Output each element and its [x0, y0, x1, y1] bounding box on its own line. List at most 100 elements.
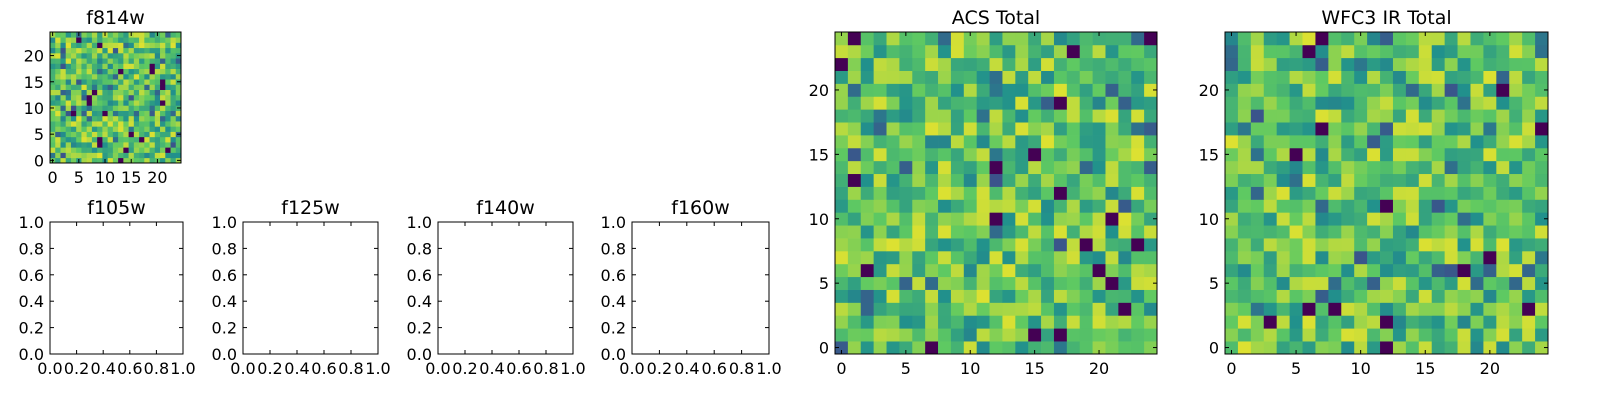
heatmap-cell [1354, 341, 1368, 355]
heatmap-cell [886, 57, 900, 71]
heatmap-cell [1483, 212, 1497, 226]
heatmap-cell [81, 152, 88, 159]
heatmap-cell [1225, 302, 1239, 316]
heatmap-cell [1131, 212, 1145, 226]
heatmap-cell [1302, 160, 1316, 175]
heatmap-cell [1276, 225, 1290, 239]
heatmap-cell [154, 47, 161, 54]
heatmap-cell [1053, 122, 1068, 136]
heatmap-cell [925, 315, 939, 329]
heatmap-cell [1496, 83, 1510, 97]
heatmap-cell [1118, 328, 1132, 342]
heatmap-cell [1341, 186, 1355, 200]
heatmap-cell [1354, 96, 1368, 110]
heatmap-cell [1015, 238, 1029, 252]
heatmap-cell [160, 136, 166, 143]
heatmap-cell [149, 131, 156, 138]
heatmap-cell [1354, 186, 1368, 200]
heatmap-cell [1289, 122, 1303, 136]
heatmap-cell [1092, 122, 1106, 136]
heatmap-cell [76, 52, 82, 59]
heatmap-cell [1015, 147, 1029, 162]
heatmap-cell [50, 136, 56, 143]
heatmap-cell [154, 63, 161, 70]
heatmap-cell [847, 160, 862, 175]
heatmap-cell [1509, 57, 1523, 71]
heatmap-cell [76, 42, 82, 49]
heatmap-cell [1028, 83, 1042, 97]
heatmap-cell [76, 68, 82, 75]
heatmap-cell [1354, 173, 1368, 187]
heatmap-cell [835, 341, 849, 355]
y-tick-label: 10 [1199, 210, 1219, 229]
heatmap-cell [139, 131, 145, 138]
heatmap-cell [989, 341, 1003, 355]
heatmap-cell [1509, 250, 1523, 265]
heatmap-cell [91, 100, 98, 106]
heatmap-cell [1276, 199, 1290, 213]
heatmap-cell [1276, 186, 1290, 200]
heatmap-cell [873, 238, 887, 252]
heatmap-cell [1079, 225, 1093, 239]
heatmap-cell [107, 63, 114, 70]
heatmap-cell [1431, 328, 1445, 342]
heatmap-cell [860, 173, 874, 187]
heatmap-cell [1302, 32, 1316, 46]
heatmap-cell [1028, 135, 1042, 149]
heatmap-cell [1015, 173, 1029, 187]
heatmap-cell [925, 212, 939, 226]
heatmap-cell [1092, 57, 1106, 71]
heatmap-cell [97, 136, 103, 143]
heatmap-cell [1483, 44, 1497, 59]
heatmap-cell [149, 37, 156, 43]
heatmap-cell [1470, 199, 1484, 213]
heatmap-cell [107, 94, 114, 101]
heatmap-cell [1457, 250, 1471, 265]
heatmap-cell [97, 100, 103, 106]
heatmap-cell [91, 147, 98, 153]
heatmap-cell [1431, 70, 1445, 84]
heatmap-cell [1066, 212, 1081, 226]
heatmap-cell [1053, 186, 1068, 200]
heatmap-cell [1457, 173, 1471, 187]
heatmap-cell [1131, 96, 1145, 110]
heatmap-cell [1144, 32, 1158, 46]
heatmap-cell [912, 328, 926, 342]
heatmap-cell [1053, 315, 1068, 329]
heatmap-cell [1483, 70, 1497, 84]
heatmap-cell [925, 302, 939, 316]
heatmap-cell [133, 157, 140, 164]
heatmap-cell [1066, 328, 1081, 342]
heatmap-cell [70, 121, 77, 127]
heatmap-cell [1066, 186, 1081, 200]
heatmap-cell [55, 142, 61, 148]
heatmap-cell [1131, 315, 1145, 329]
heatmap-cell [1263, 199, 1278, 213]
heatmap-cell [950, 199, 965, 213]
heatmap-cell [76, 105, 82, 111]
heatmap-cell [1144, 135, 1158, 149]
heatmap-cell [963, 44, 978, 59]
heatmap-cell [976, 173, 990, 187]
heatmap-cell [938, 57, 952, 71]
heatmap-cell [165, 115, 171, 122]
heatmap-cell [1041, 135, 1055, 149]
y-tick-label: 0.4 [601, 292, 626, 311]
heatmap-cell [1380, 109, 1394, 123]
heatmap-cell [86, 89, 93, 96]
heatmap-cell [1470, 212, 1484, 226]
heatmap-cell [1522, 263, 1536, 278]
heatmap-cell [1315, 147, 1329, 162]
heatmap-cell [165, 73, 171, 80]
heatmap-cell [886, 238, 900, 252]
heatmap-cell [963, 276, 978, 290]
heatmap-cell [912, 225, 926, 239]
heatmap-cell [1079, 289, 1093, 303]
heatmap-cell [50, 58, 56, 64]
heatmap-cell [1405, 186, 1420, 200]
heatmap-cell [860, 276, 874, 290]
heatmap-cell [1079, 276, 1093, 290]
heatmap-cell [1522, 109, 1536, 123]
heatmap-cell [149, 110, 156, 117]
